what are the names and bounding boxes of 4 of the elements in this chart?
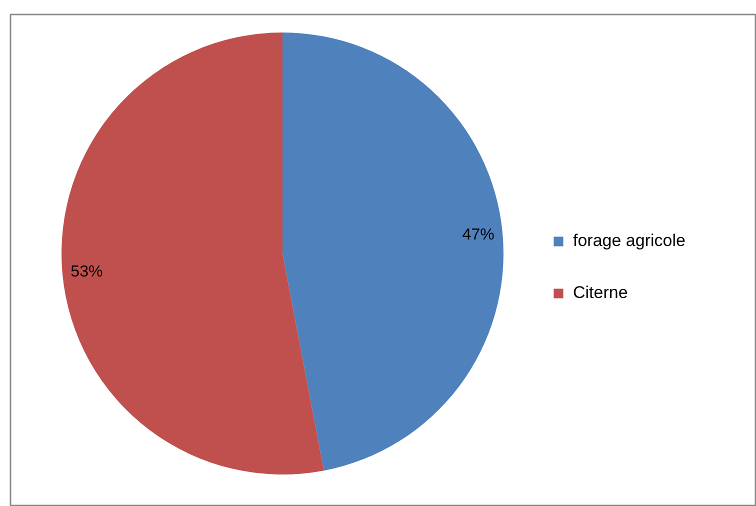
data-label: 53% (70, 264, 103, 281)
data-label: 47% (462, 226, 494, 244)
legend-label: forage agricole (573, 231, 686, 251)
legend-label: Citerne (573, 283, 628, 303)
